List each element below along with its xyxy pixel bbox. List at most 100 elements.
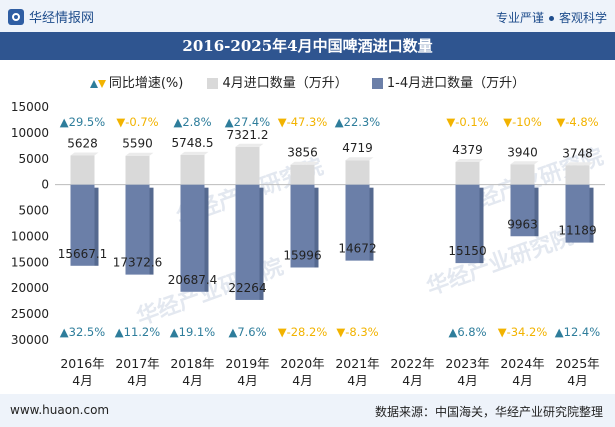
april-bar [455,161,480,185]
footer-site[interactable]: www.huaon.com [10,403,110,417]
april-bar-top [455,158,484,162]
april-bar-top [70,152,99,156]
y-tick-label: 5000 [18,152,49,166]
april-bar-top [345,157,374,161]
x-tick-label: 2022年 [390,356,434,371]
april-bar [345,160,370,185]
y-tick-label: 15000 [11,255,49,269]
growth-april-label: ▼-4.8% [556,115,598,129]
cumulative-value-label: 15996 [283,248,321,262]
cumulative-bar-side [94,187,99,266]
y-tick-label: 5000 [18,204,49,218]
april-value-label: 3748 [562,146,593,160]
cumulative-bar [235,184,260,300]
april-value-label: 4719 [342,141,373,155]
x-tick-label: 2018年 [170,356,214,371]
growth-cumulative-label: ▲6.8% [448,325,486,339]
x-tick-label-month: 4月 [512,373,532,388]
brand-logo-icon [8,8,24,25]
growth-april-label: ▲22.3% [335,115,380,129]
april-value-label: 5748.5 [172,136,214,150]
april-bar-top [510,161,539,165]
brand[interactable]: 华经情报网 [8,7,94,26]
april-bar [180,154,205,185]
chart-title: 2016-2025年4月中国啤酒进口数量 [0,32,615,60]
growth-april-label: ▼-10% [503,115,542,129]
growth-cumulative-label: ▲11.2% [115,325,160,339]
cumulative-value-label: 17372.6 [113,256,163,270]
growth-april-label: ▼-0.7% [116,115,158,129]
legend-april: 4月进口数量（万升） [207,72,348,91]
x-tick-label: 2020年 [280,356,324,371]
cumulative-value-label: 22264 [228,281,266,295]
cumulative-bar [125,184,150,275]
cumulative-bar [455,184,480,264]
x-tick-label-month: 4月 [567,373,587,388]
growth-cumulative-label: ▲32.5% [60,325,105,339]
april-value-label: 3940 [507,145,538,159]
x-tick-label: 2017年 [115,356,159,371]
april-bar [235,146,260,185]
bar-chart: 华经产业研究院华经产业研究院华经产业研究院华经产业研究院150001000050… [11,100,607,388]
x-tick-label: 2023年 [445,356,489,371]
x-tick-label-month: 4月 [457,373,477,388]
growth-april-label: ▼-0.1% [446,115,488,129]
tagline-right: 客观科学 [558,11,607,25]
brand-name: 华经情报网 [29,11,95,26]
legend-growth: 同比增速(%) [89,72,183,91]
cumulative-value-label: 11189 [558,224,596,238]
y-tick-label: 10000 [11,229,49,243]
growth-cumulative-label: ▲19.1% [170,325,215,339]
cumulative-value-label: 15667.1 [58,247,108,261]
footer-source: 数据来源：中国海关，华经产业研究院整理 [374,405,603,419]
cumulative-bar-side [259,187,264,300]
cumulative-bar [70,184,95,266]
cumulative-bar-side [369,187,374,261]
y-tick-label: 10000 [11,126,49,140]
x-tick-label-month: 4月 [127,373,147,388]
legend-april-label: 4月进口数量（万升） [222,76,348,91]
y-tick-label: 20000 [11,281,49,295]
up-triangle-icon [89,79,98,88]
x-tick-label: 2025年 [555,356,599,371]
april-value-label: 5590 [122,137,153,151]
down-triangle-icon [97,79,106,88]
legend-cumulative: 1-4月进口数量（万升） [371,72,525,91]
cumulative-value-label: 14672 [338,242,376,256]
april-value-label: 7321.2 [227,128,269,142]
april-bar-top [180,151,209,155]
cumulative-bar-side [204,187,209,292]
cumulative-bar [180,184,205,292]
watermark-1: 华经产业研究院 [423,224,577,301]
chart-legend: 同比增速(%) 4月进口数量（万升） 1-4月进口数量（万升） [0,72,615,91]
growth-cumulative-label: ▼-8.3% [336,325,378,339]
tagline-left: 专业严谨 [495,11,544,25]
april-value-label: 3856 [287,146,318,160]
y-tick-label: 15000 [11,100,49,114]
april-bar [70,155,95,185]
growth-cumulative-label: ▲7.6% [228,325,266,339]
y-tick-label: 30000 [11,333,49,347]
x-tick-label: 2021年 [335,356,379,371]
april-bar-top [290,161,319,165]
growth-april-label: ▲29.5% [60,115,105,129]
x-tick-label-month: 4月 [402,373,422,388]
bullet-dot-icon [548,16,554,21]
cumulative-bar [565,184,590,243]
cumulative-value-label: 20687.4 [168,273,218,287]
legend-april-swatch [207,78,219,89]
y-tick-label: 0 [41,178,49,192]
x-tick-label-month: 4月 [347,373,367,388]
april-bar-top [125,152,154,156]
cumulative-bar [510,184,535,237]
tagline: 专业严谨 客观科学 [496,9,607,26]
cumulative-value-label: 15150 [448,244,486,258]
footer: www.huaon.com 数据来源：中国海关，华经产业研究院整理 [0,394,615,427]
cumulative-value-label: 9963 [507,217,538,231]
cumulative-bar-side [149,187,154,275]
cumulative-bar-side [479,187,484,264]
growth-april-label: ▲2.8% [173,115,211,129]
growth-cumulative-label: ▲12.4% [555,325,600,339]
cumulative-bar-side [534,187,539,237]
